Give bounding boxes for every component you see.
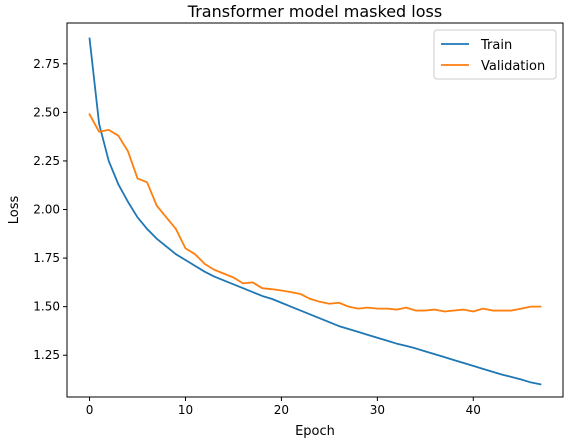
x-tick-label: 40 [466, 403, 481, 417]
x-tick-label: 30 [370, 403, 385, 417]
x-tick-label: 0 [86, 403, 94, 417]
y-tick-label: 2.25 [33, 154, 60, 168]
legend: Train Validation [433, 29, 557, 80]
series-line-train [88, 37, 542, 386]
y-tick-label: 2.75 [33, 57, 60, 71]
x-axis-label: Epoch [295, 424, 335, 439]
y-tick-label: 1.75 [33, 251, 60, 265]
legend-box [433, 29, 557, 80]
y-axis: 1.25 1.50 1.75 2.00 2.25 2.50 2.75 [33, 57, 67, 362]
y-tick-label: 2.00 [33, 203, 60, 217]
chart-title: Transformer model masked loss [187, 2, 442, 21]
y-tick-label: 1.50 [33, 300, 60, 314]
legend-label-validation: Validation [481, 59, 545, 74]
y-tick-label: 2.50 [33, 105, 60, 119]
x-axis: 0 10 20 30 40 [86, 397, 481, 417]
x-tick-label: 20 [274, 403, 289, 417]
y-tick-label: 1.25 [33, 348, 60, 362]
legend-label-train: Train [480, 38, 512, 53]
series-line-validation [88, 113, 542, 313]
y-axis-label: Loss [7, 196, 22, 225]
x-tick-label: 10 [178, 403, 193, 417]
